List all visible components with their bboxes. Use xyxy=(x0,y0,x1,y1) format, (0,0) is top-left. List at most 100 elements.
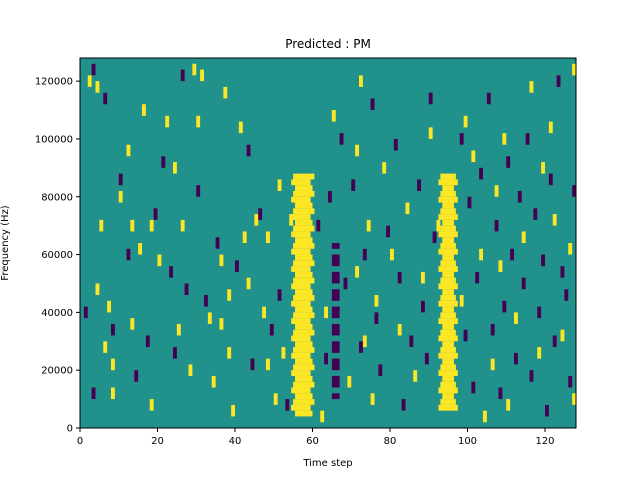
heatmap-cell-low xyxy=(204,295,208,307)
heatmap-band-high xyxy=(295,271,313,278)
heatmap-band-high xyxy=(442,254,454,261)
heatmap-band-high xyxy=(440,381,456,388)
heatmap-band-high xyxy=(440,173,456,180)
heatmap-cell-low xyxy=(269,323,274,336)
heatmap-cell-high xyxy=(219,254,224,267)
heatmap-band-high xyxy=(291,300,311,307)
heatmap-band-high xyxy=(291,318,311,324)
heatmap-cell-high xyxy=(355,144,359,157)
heatmap-cell-high xyxy=(355,266,359,278)
x-tick-label: 80 xyxy=(384,436,397,447)
heatmap-band-high xyxy=(291,214,311,220)
heatmap-band-low xyxy=(331,329,340,336)
heatmap-cell-high xyxy=(463,115,468,128)
heatmap-band-high xyxy=(291,404,311,411)
heatmap-cell-low xyxy=(153,208,158,220)
heatmap-cell-high xyxy=(541,162,545,174)
y-tick-label: 40000 xyxy=(41,308,73,319)
heatmap-band-high xyxy=(442,185,454,191)
heatmap-cell-high xyxy=(397,323,402,336)
x-tick-label: 40 xyxy=(229,436,242,447)
heatmap-band-high xyxy=(291,179,311,186)
heatmap-band-high xyxy=(291,370,311,376)
heatmap-cell-low xyxy=(316,219,321,232)
heatmap-cell-high xyxy=(421,271,425,284)
heatmap-cell-low xyxy=(494,219,499,232)
heatmap-cell-high xyxy=(370,393,375,405)
heatmap-band-high xyxy=(442,341,454,348)
heatmap-band-high xyxy=(438,266,458,272)
heatmap-cell-high xyxy=(483,410,487,423)
heatmap-cell-low xyxy=(285,399,290,411)
heatmap-cell-high xyxy=(320,410,325,423)
heatmap-cell-high xyxy=(494,185,499,197)
heatmap-band-high xyxy=(440,225,456,232)
heatmap-cell-low xyxy=(83,306,88,319)
heatmap-cell-high xyxy=(262,306,266,319)
heatmap-band-high xyxy=(442,358,454,365)
heatmap-band-high xyxy=(440,312,456,319)
heatmap-cell-low xyxy=(343,277,348,290)
y-tick-label: 0 xyxy=(67,424,73,435)
heatmap-cell-low xyxy=(397,271,402,284)
chart-title: Predicted : PM xyxy=(285,37,371,51)
heatmap-cell-low xyxy=(517,190,522,203)
heatmap-band-high xyxy=(295,341,313,348)
heatmap-cell-low xyxy=(537,306,542,319)
heatmap-band-low xyxy=(331,295,340,301)
heatmap-band-high xyxy=(442,237,454,243)
heatmap-cell-high xyxy=(126,144,131,157)
heatmap-cell-low xyxy=(393,138,398,151)
heatmap-band-high xyxy=(293,243,315,249)
heatmap-cell-low xyxy=(506,156,511,168)
heatmap-band-high xyxy=(438,179,458,186)
heatmap-band-high xyxy=(438,387,458,394)
heatmap-cell-low xyxy=(196,185,201,197)
heatmap-cell-low xyxy=(173,347,177,359)
heatmap-band-high xyxy=(438,248,458,255)
heatmap-cell-high xyxy=(111,387,115,400)
heatmap-band-high xyxy=(438,300,458,307)
heatmap-band-high xyxy=(291,266,311,272)
y-tick-label: 60000 xyxy=(41,250,73,261)
y-axis: 0 20000 40000 60000 80000 100000 120000 xyxy=(35,77,80,435)
y-tick-label: 80000 xyxy=(41,192,73,203)
heatmap-cell-low xyxy=(111,323,115,336)
heatmap-cell-high xyxy=(188,364,193,376)
heatmap-cell-high xyxy=(196,115,201,128)
heatmap-band-low xyxy=(331,375,340,382)
x-tick-label: 0 xyxy=(77,436,83,447)
heatmap-cell-low xyxy=(428,92,433,105)
heatmap-cell-high xyxy=(130,219,135,232)
heatmap-cell-low xyxy=(486,92,491,105)
heatmap-band-high xyxy=(440,190,456,197)
x-axis: 0 20 40 60 80 100 120 xyxy=(77,428,555,447)
heatmap-cell-low xyxy=(568,375,573,388)
heatmap-cell-low xyxy=(432,231,437,243)
heatmap-cell-high xyxy=(107,300,111,313)
heatmap-cell-low xyxy=(471,381,476,394)
y-tick-label: 20000 xyxy=(41,366,73,377)
heatmap-band-high xyxy=(442,375,454,382)
heatmap-cell-low xyxy=(564,289,569,301)
heatmap-cell-low xyxy=(246,144,251,157)
heatmap-cell-low xyxy=(277,289,282,301)
heatmap-band-low xyxy=(331,312,340,319)
heatmap-cell-low xyxy=(103,92,108,105)
heatmap-band-high xyxy=(438,196,458,203)
heatmap-band-high xyxy=(293,190,315,197)
heatmap-cell-high xyxy=(87,75,92,87)
heatmap-cell-low xyxy=(521,277,526,290)
heatmap-band-high xyxy=(442,202,454,209)
heatmap-cell-high xyxy=(176,323,181,336)
plot-frame xyxy=(79,57,577,429)
heatmap-cell-high xyxy=(238,121,243,134)
heatmap-band-high xyxy=(442,393,454,400)
x-tick-label: 120 xyxy=(535,436,554,447)
heatmap-band-high xyxy=(293,312,315,319)
heatmap-cell-low xyxy=(134,370,139,382)
heatmap-cell-low xyxy=(502,300,507,313)
heatmap-band-high xyxy=(442,306,454,313)
heatmap-cell-low xyxy=(556,75,561,87)
heatmap-band-high xyxy=(295,254,313,261)
